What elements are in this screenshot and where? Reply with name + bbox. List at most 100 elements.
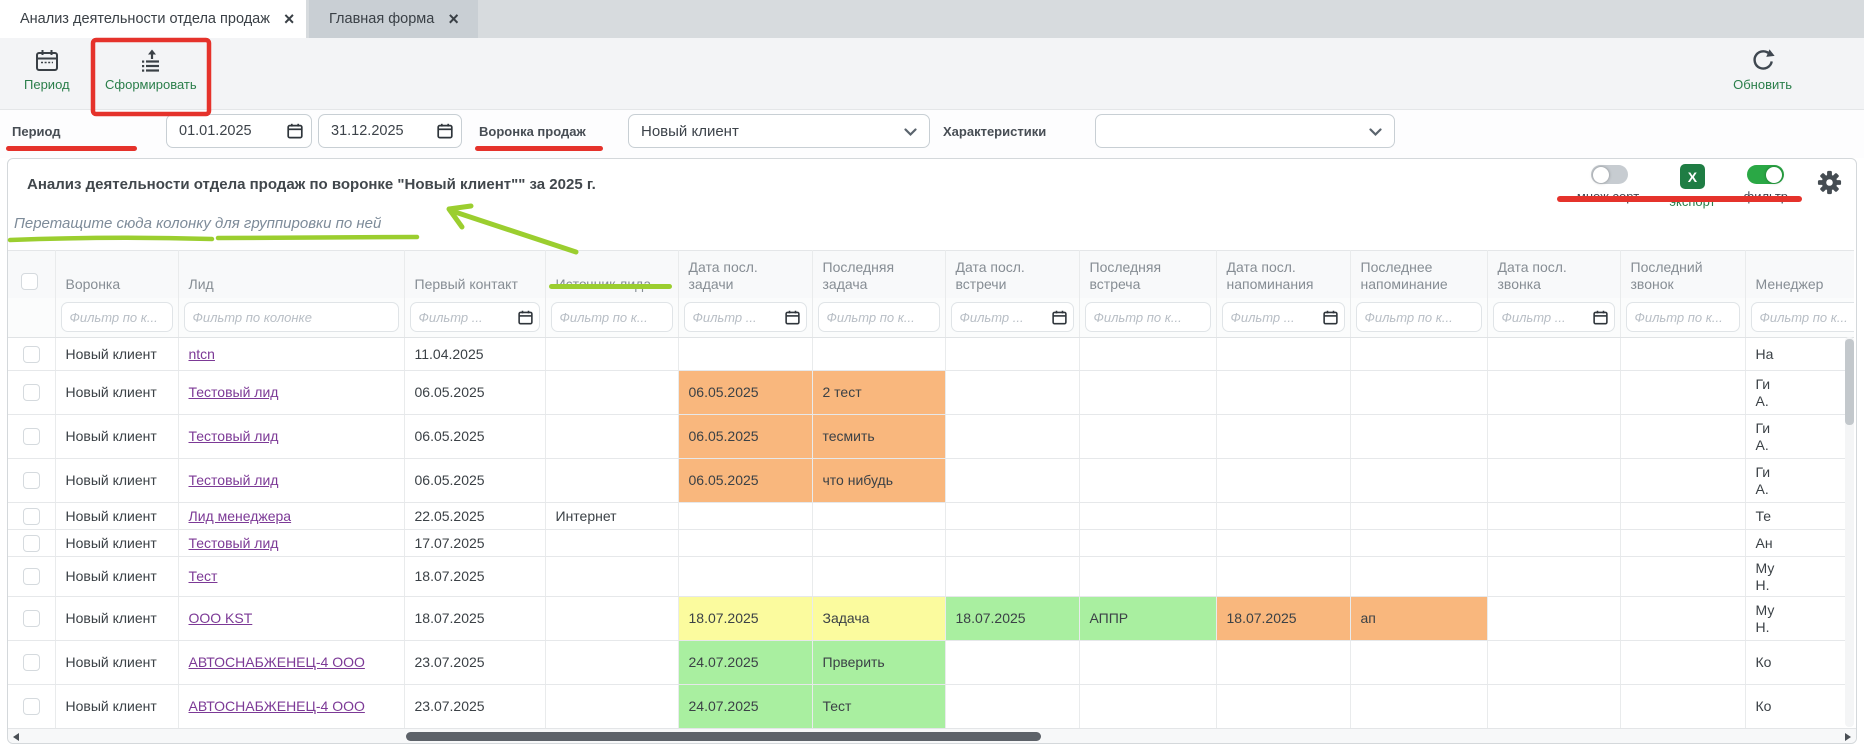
row-checkbox[interactable]	[22, 568, 40, 586]
lead-link[interactable]: АВТОСНАБЖЕНЕЦ-4 ООО	[188, 698, 365, 714]
filter-input-source[interactable]	[550, 302, 673, 333]
cell-remind	[1350, 556, 1488, 597]
column-header-call_date[interactable]: Дата посл. звонка	[1487, 250, 1621, 298]
scroll-left-arrow-icon[interactable]	[13, 733, 19, 741]
filter-input-manager[interactable]	[1750, 302, 1854, 333]
column-header-meet[interactable]: Последняя встреча	[1079, 250, 1217, 298]
lead-link[interactable]: ntcn	[188, 345, 215, 362]
horizontal-scrollbar-thumb[interactable]	[406, 732, 1041, 741]
select-all-checkbox[interactable]	[21, 272, 38, 290]
cell-check	[8, 502, 56, 530]
column-header-task_date[interactable]: Дата посл. задачи	[678, 250, 813, 298]
column-header-remind[interactable]: Последнее напоминание	[1350, 250, 1488, 298]
cell-call	[1620, 556, 1746, 597]
column-header-first_contact[interactable]: Первый контакт	[404, 250, 546, 298]
tab-close-icon[interactable]: ×	[448, 9, 459, 29]
date-to-input[interactable]	[318, 114, 462, 148]
row-checkbox[interactable]	[22, 610, 40, 628]
filter-input-call_date[interactable]	[1492, 302, 1615, 333]
cell-task	[812, 556, 946, 597]
filter-input-call[interactable]	[1625, 302, 1740, 333]
cell-remind_date	[1216, 370, 1351, 415]
cell-call	[1620, 684, 1746, 728]
cell-lead: ntcn	[178, 337, 405, 371]
row-checkbox[interactable]	[22, 698, 40, 716]
row-checkbox[interactable]	[22, 345, 40, 363]
vertical-scrollbar[interactable]	[1845, 337, 1854, 727]
row-checkbox[interactable]	[22, 428, 40, 446]
lead-link[interactable]: Тестовый лид	[188, 384, 279, 400]
filter-input-first_contact[interactable]	[409, 302, 540, 333]
column-header-task[interactable]: Последняя задача	[812, 250, 946, 298]
row-checkbox[interactable]	[22, 472, 40, 490]
column-header-meet_date[interactable]: Дата посл. встречи	[945, 250, 1080, 298]
filter-cell-meet_date	[945, 297, 1080, 338]
refresh-button-label: Обновить	[1733, 77, 1792, 92]
vertical-scrollbar-thumb[interactable]	[1845, 339, 1854, 425]
row-checkbox[interactable]	[22, 654, 40, 672]
filter-input-lead[interactable]	[183, 302, 399, 333]
column-header-manager[interactable]: Менеджер	[1745, 250, 1854, 298]
filter-cell-voronka	[55, 297, 179, 338]
group-by-hint[interactable]: Перетащите сюда колонку для группировки …	[14, 215, 382, 232]
lead-link[interactable]: Тестовый лид	[188, 472, 279, 488]
cell-meet_date	[945, 337, 1080, 371]
multisort-toggle[interactable]	[1590, 165, 1628, 184]
tab-label: Анализ деятельности отдела продаж	[20, 11, 270, 27]
filter-input-meet_date[interactable]	[950, 302, 1074, 333]
excel-export-icon[interactable]: X	[1679, 164, 1705, 189]
filter-input-meet[interactable]	[1084, 302, 1211, 333]
filter-cell-remind	[1350, 297, 1488, 338]
row-checkbox[interactable]	[22, 534, 40, 552]
filter-cell-check	[8, 297, 56, 338]
date-from-input[interactable]	[166, 114, 312, 148]
cell-meet	[1079, 502, 1217, 530]
filter-input-voronka[interactable]	[60, 302, 173, 333]
multisort-control[interactable]: множ.сорт.	[1577, 162, 1641, 204]
horizontal-scrollbar[interactable]	[8, 728, 1856, 743]
cell-task_date	[678, 337, 813, 371]
filter-input-remind[interactable]	[1355, 302, 1482, 333]
period-button[interactable]: Период	[24, 48, 70, 92]
filter-toggle[interactable]	[1747, 165, 1785, 184]
scroll-right-arrow-icon[interactable]	[1845, 733, 1851, 741]
column-header-voronka[interactable]: Воронка	[55, 250, 179, 298]
filter-cell-task	[812, 297, 946, 338]
lead-link[interactable]: ООО KST	[188, 610, 253, 626]
cell-check	[8, 640, 56, 685]
tab-main-form[interactable]: Главная форма ×	[309, 0, 478, 38]
filter-input-task[interactable]	[817, 302, 940, 333]
cell-meet_date	[945, 556, 1080, 597]
cell-lead: АВТОСНАБЖЕНЕЦ-4 ООО	[178, 640, 405, 685]
filter-control[interactable]: фильтр	[1744, 162, 1788, 204]
column-header-call[interactable]: Последний звонок	[1620, 250, 1746, 298]
cell-remind: ап	[1350, 596, 1488, 641]
generate-button[interactable]: Сформировать	[105, 48, 197, 92]
column-header-lead[interactable]: Лид	[178, 250, 405, 298]
export-control[interactable]: X экспорт	[1669, 162, 1716, 209]
row-checkbox[interactable]	[22, 384, 40, 402]
cell-meet_date	[945, 684, 1080, 728]
lead-link[interactable]: АВТОСНАБЖЕНЕЦ-4 ООО	[188, 654, 365, 670]
lead-link[interactable]: Тестовый лид	[188, 534, 279, 551]
cell-meet	[1079, 337, 1217, 371]
column-header-remind_date[interactable]: Дата посл. напоминания	[1216, 250, 1351, 298]
tab-sales-analysis[interactable]: Анализ деятельности отдела продаж ×	[0, 0, 306, 38]
cell-meet_date	[945, 458, 1080, 503]
lead-link[interactable]: Тест	[188, 568, 218, 584]
row-checkbox[interactable]	[22, 507, 40, 525]
settings-button[interactable]	[1816, 169, 1843, 201]
cell-call	[1620, 502, 1746, 530]
cell-remind_date	[1216, 337, 1351, 371]
lead-link[interactable]: Тестовый лид	[188, 428, 279, 444]
refresh-button[interactable]: Обновить	[1733, 48, 1792, 92]
lead-link[interactable]: Лид менеджера	[188, 507, 292, 524]
filter-input-task_date[interactable]	[683, 302, 807, 333]
funnel-select[interactable]: Новый клиент	[628, 114, 930, 148]
tab-close-icon[interactable]: ×	[283, 9, 295, 29]
characteristics-select[interactable]	[1095, 114, 1395, 148]
cell-task: Тест	[812, 684, 946, 728]
column-header-source[interactable]: Источник лида	[545, 250, 679, 298]
filter-input-remind_date[interactable]	[1221, 302, 1345, 333]
cell-remind	[1350, 529, 1488, 557]
